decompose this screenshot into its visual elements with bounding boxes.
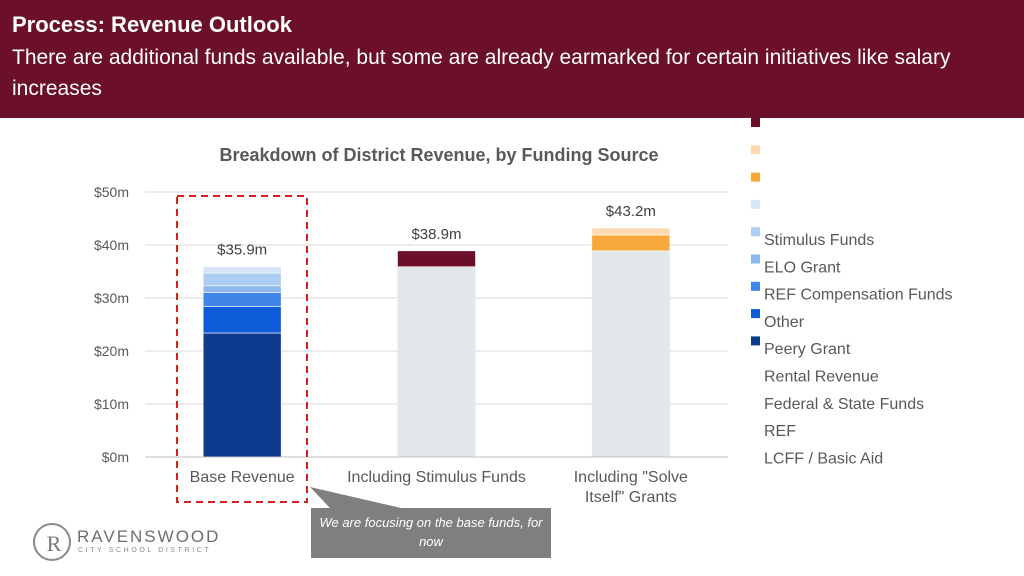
bar-segment-ref-compensation-funds <box>591 234 671 252</box>
x-tick-label: Including Stimulus Funds <box>347 469 526 486</box>
legend-swatch-ref <box>751 309 760 319</box>
highlight-box <box>176 195 308 503</box>
bar-base-revenue <box>591 250 670 457</box>
logo-letter: R <box>46 531 62 556</box>
y-tick-label: $30m <box>94 290 129 306</box>
bar-segment-lcff-basic-aid <box>202 332 282 458</box>
bar-segment-stimulus-funds <box>397 250 476 268</box>
chart-title: Breakdown of District Revenue, by Fundin… <box>219 145 658 165</box>
legend-swatch-elo-grant <box>751 145 760 155</box>
total-label: $35.9m <box>217 242 267 259</box>
logo-name: RAVENSWOOD <box>77 527 221 546</box>
legend-swatch-lcff-basic-aid <box>751 336 760 346</box>
legend-swatch-peery-grant <box>751 227 760 237</box>
callout-pointer <box>310 487 401 508</box>
legend-swatch-federal-state-funds <box>751 281 760 291</box>
legend-swatch-ref-compensation-funds <box>751 172 760 182</box>
legend-label-ref: REF <box>764 423 796 440</box>
legend-swatch-stimulus-funds <box>751 118 760 127</box>
legend-label-federal-state-funds: Federal & State Funds <box>764 396 924 413</box>
logo-emblem: R <box>33 523 71 561</box>
y-tick-label: $50m <box>94 184 129 200</box>
legend-label-peery-grant: Peery Grant <box>764 341 851 358</box>
bar-segment-peery-grant <box>202 272 282 287</box>
bar-segment-rental-revenue <box>202 285 282 293</box>
x-tick-label: Including "Solve Itself" Grants <box>574 469 688 506</box>
slide-title: Process: Revenue Outlook <box>12 12 292 37</box>
legend-swatch-rental-revenue <box>751 254 760 264</box>
bar-segment-federal-state-funds <box>202 292 282 307</box>
legend-label-ref-compensation-funds: REF Compensation Funds <box>764 287 953 304</box>
bar-segment-elo-grant <box>591 227 671 236</box>
bar-segment-other <box>202 266 282 274</box>
bar-base-revenue <box>397 266 476 457</box>
y-tick-label: $0m <box>102 449 129 465</box>
slide-header: Process: Revenue Outlook There are addit… <box>0 0 1024 118</box>
legend-label-other: Other <box>764 314 805 331</box>
logo-tagline: CITY SCHOOL DISTRICT <box>78 547 212 554</box>
y-tick-label: $10m <box>94 396 129 412</box>
bar-segment-ref <box>202 306 282 334</box>
slide-subtitle: There are additional funds available, bu… <box>12 46 951 100</box>
total-label: $38.9m <box>411 226 461 243</box>
x-tick-label: Base Revenue <box>190 469 295 486</box>
legend-label-rental-revenue: Rental Revenue <box>764 369 879 386</box>
total-label: $43.2m <box>606 203 656 220</box>
legend-swatch-other <box>751 199 760 209</box>
y-tick-label: $40m <box>94 237 129 253</box>
legend-label-stimulus-funds: Stimulus Funds <box>764 232 874 249</box>
revenue-chart: Breakdown of District Revenue, by Fundin… <box>94 118 953 508</box>
legend-label-lcff-basic-aid: LCFF / Basic Aid <box>764 450 883 467</box>
y-tick-label: $20m <box>94 343 129 359</box>
focus-callout: We are focusing on the base funds, for n… <box>311 508 551 558</box>
legend-label-elo-grant: ELO Grant <box>764 259 841 276</box>
